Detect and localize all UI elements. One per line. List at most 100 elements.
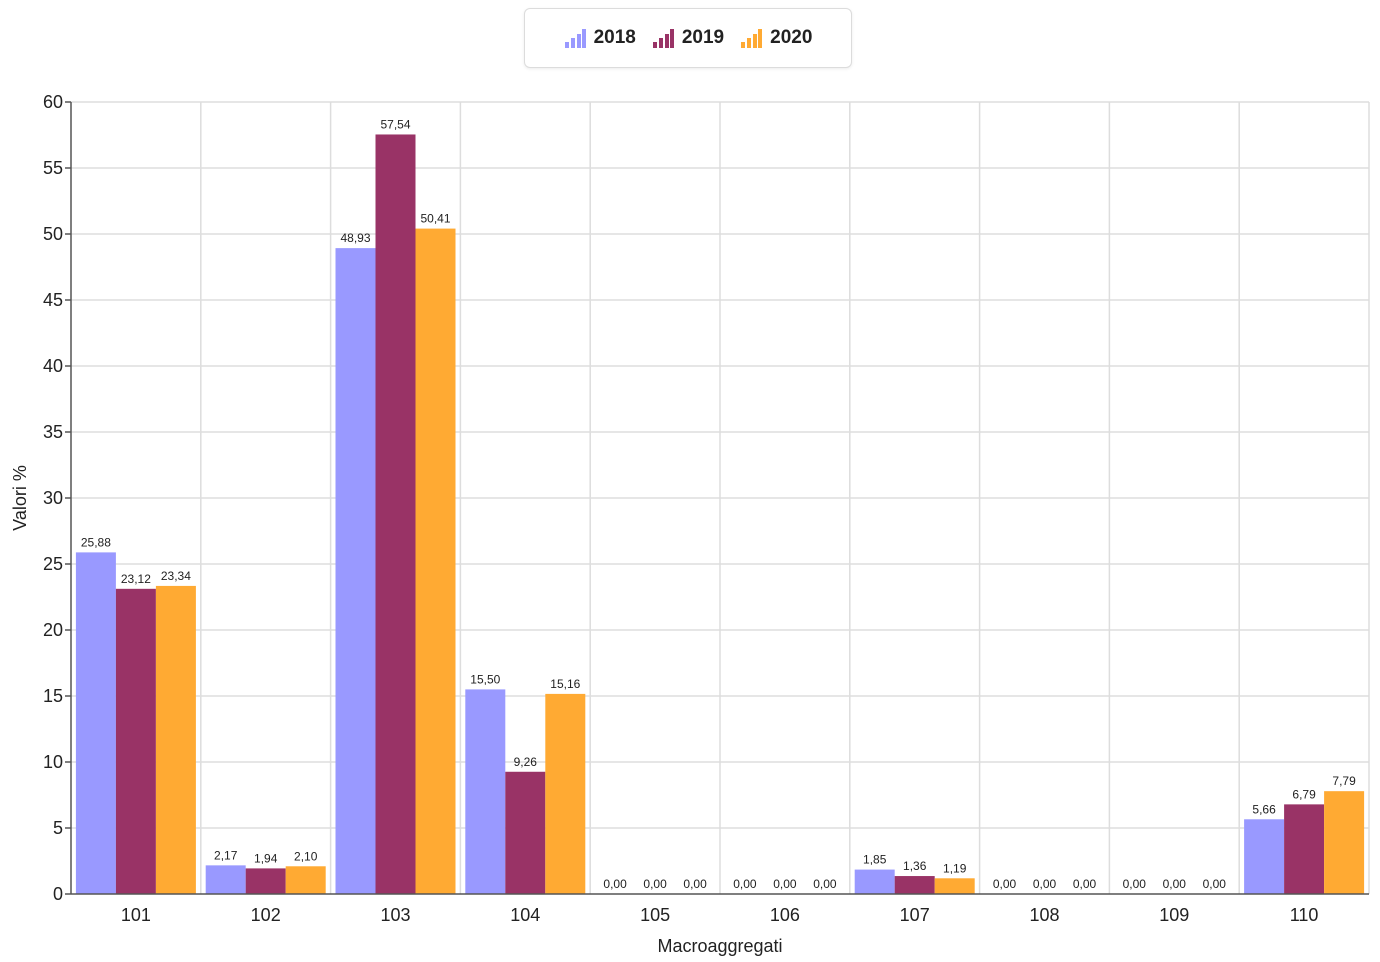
y-tick-label: 40 bbox=[43, 356, 63, 376]
data-label: 0,00 bbox=[1163, 877, 1187, 891]
y-tick-label: 45 bbox=[43, 290, 63, 310]
y-tick-label: 30 bbox=[43, 488, 63, 508]
data-label: 0,00 bbox=[1073, 877, 1097, 891]
legend-icon-bar bbox=[576, 34, 581, 48]
axes-layer bbox=[70, 102, 1369, 895]
legend-icon-bar bbox=[753, 34, 758, 48]
y-tick-label: 20 bbox=[43, 620, 63, 640]
data-label: 0,00 bbox=[773, 877, 797, 891]
legend-icon-bar bbox=[564, 42, 569, 48]
legend-icon-bar bbox=[652, 42, 657, 48]
y-tick-label: 55 bbox=[43, 158, 63, 178]
x-tick-label: 107 bbox=[900, 905, 930, 925]
data-label: 25,88 bbox=[81, 535, 111, 549]
bar-2019-104 bbox=[505, 771, 546, 894]
data-label: 5,66 bbox=[1252, 802, 1276, 816]
bar-2020-104 bbox=[545, 693, 586, 894]
data-label: 1,94 bbox=[254, 851, 278, 865]
legend-icon-bar bbox=[664, 34, 669, 48]
y-tick-label: 25 bbox=[43, 554, 63, 574]
data-label: 1,36 bbox=[903, 859, 927, 873]
data-label: 0,00 bbox=[1123, 877, 1147, 891]
x-tick-label: 102 bbox=[251, 905, 281, 925]
data-label: 0,00 bbox=[603, 877, 627, 891]
bar-chart-icon bbox=[652, 29, 674, 48]
bar-chart-icon bbox=[564, 29, 586, 48]
x-tick-labels: 101 102 103 104 105 106 107 108 109 110 bbox=[121, 905, 1319, 925]
y-tick-label: 35 bbox=[43, 422, 63, 442]
bar-2018-110 bbox=[1244, 819, 1285, 894]
y-tick-label: 60 bbox=[43, 92, 63, 112]
y-tick-label: 0 bbox=[53, 884, 63, 904]
data-label: 50,41 bbox=[420, 212, 450, 226]
x-tick-label: 110 bbox=[1290, 905, 1319, 925]
x-tick-label: 108 bbox=[1029, 905, 1059, 925]
y-tick-labels: 0 5 10 15 20 25 30 35 40 45 50 55 60 bbox=[43, 92, 63, 904]
data-label: 0,00 bbox=[643, 877, 667, 891]
bar-2018-101 bbox=[75, 552, 116, 894]
bar-chart-icon bbox=[741, 29, 763, 48]
legend-icon-bar bbox=[747, 38, 752, 48]
data-label: 0,00 bbox=[1033, 877, 1057, 891]
legend-item-2018[interactable]: 2018 bbox=[564, 27, 636, 49]
data-label: 48,93 bbox=[340, 231, 370, 245]
data-label: 0,00 bbox=[733, 877, 757, 891]
legend-item-2019[interactable]: 2019 bbox=[652, 27, 724, 49]
data-label: 23,12 bbox=[121, 572, 151, 586]
legend-icon-bar bbox=[581, 29, 586, 48]
x-axis-title: Macroaggregati bbox=[657, 936, 782, 956]
bar-2018-107 bbox=[854, 869, 895, 894]
legend-icon-bar bbox=[658, 38, 663, 48]
bar-2018-102 bbox=[205, 865, 246, 894]
y-tick-label: 10 bbox=[43, 752, 63, 772]
data-label: 1,19 bbox=[943, 861, 967, 875]
bar-2019-101 bbox=[115, 588, 156, 894]
data-label: 15,50 bbox=[470, 672, 500, 686]
y-axis-title: Valori % bbox=[10, 465, 30, 531]
x-tick-label: 104 bbox=[510, 905, 540, 925]
bar-2020-102 bbox=[285, 866, 326, 894]
data-label: 0,00 bbox=[683, 877, 707, 891]
data-label: 1,85 bbox=[863, 853, 887, 867]
x-tick-label: 109 bbox=[1159, 905, 1189, 925]
data-label: 2,17 bbox=[214, 848, 238, 862]
bar-2020-101 bbox=[155, 585, 196, 894]
bar-2020-110 bbox=[1324, 791, 1365, 894]
bar-2019-103 bbox=[375, 134, 416, 895]
legend-label: 2020 bbox=[770, 27, 813, 48]
x-tick-label: 105 bbox=[640, 905, 670, 925]
chart-legend: 2018 2019 2020 bbox=[524, 8, 852, 68]
x-tick-label: 103 bbox=[380, 905, 410, 925]
legend-icon-bar bbox=[570, 38, 575, 48]
bar-2019-102 bbox=[245, 868, 286, 894]
legend-label: 2019 bbox=[681, 27, 725, 48]
data-label: 0,00 bbox=[993, 877, 1017, 891]
data-labels: 25,88 23,12 23,34 2,17 1,94 2,10 48,93 57,54 50,… bbox=[81, 117, 1356, 891]
legend-icon-bar bbox=[758, 29, 763, 48]
data-label: 0,00 bbox=[813, 877, 837, 891]
bar-2019-107 bbox=[894, 876, 935, 894]
legend-icon-bar bbox=[669, 29, 674, 48]
legend-item-2020[interactable]: 2020 bbox=[740, 27, 812, 49]
legend-label: 2018 bbox=[593, 27, 636, 48]
bar-2018-104 bbox=[465, 689, 506, 894]
data-label: 57,54 bbox=[380, 117, 410, 131]
data-label: 23,34 bbox=[161, 569, 191, 583]
x-tick-label: 101 bbox=[121, 905, 151, 925]
x-tick-label: 106 bbox=[770, 905, 800, 925]
data-label: 2,10 bbox=[294, 849, 318, 863]
data-label: 7,79 bbox=[1332, 774, 1356, 788]
bar-2018-103 bbox=[335, 248, 376, 894]
legend-icon-bar bbox=[741, 42, 746, 48]
grid-lines bbox=[65, 101, 1370, 895]
y-tick-label: 15 bbox=[43, 686, 63, 706]
bars-layer bbox=[75, 134, 1365, 895]
bar-2020-107 bbox=[934, 878, 975, 894]
data-label: 15,16 bbox=[550, 677, 580, 691]
data-label: 0,00 bbox=[1203, 877, 1227, 891]
y-tick-label: 50 bbox=[43, 224, 63, 244]
bar-2020-103 bbox=[415, 228, 456, 894]
bar-2019-110 bbox=[1284, 804, 1325, 894]
data-label: 6,79 bbox=[1292, 787, 1316, 801]
